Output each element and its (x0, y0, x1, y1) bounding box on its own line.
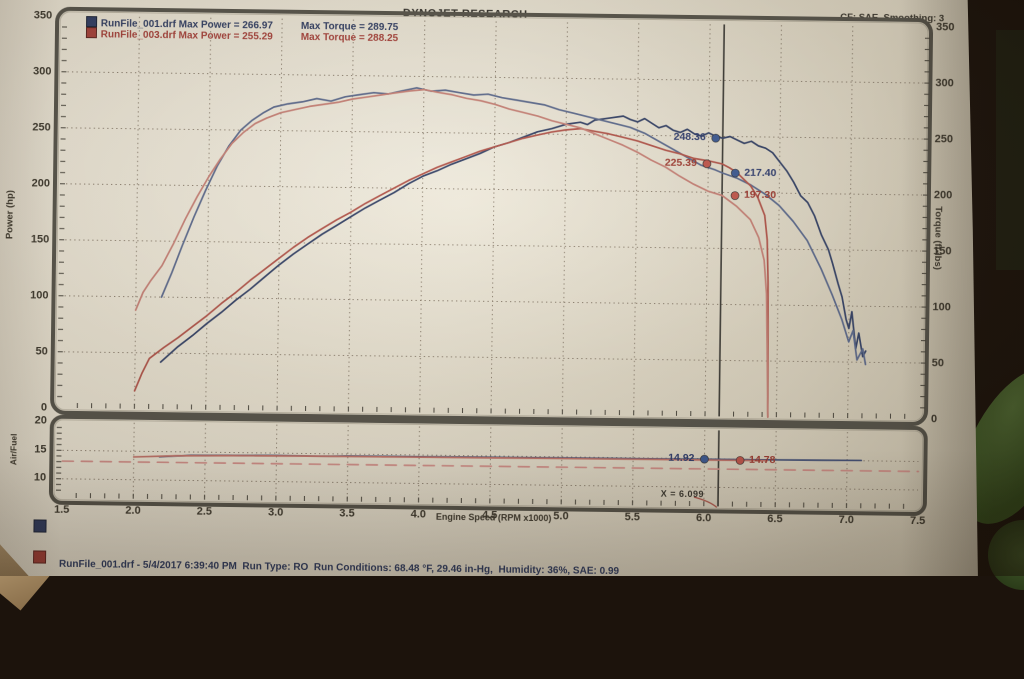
torque-axis-label: Torque (ft-lbs) (932, 206, 944, 270)
cursor-dot (731, 192, 739, 200)
cursor-value-label: 14.92 (648, 451, 694, 464)
axis-tick-label: 50 (932, 357, 966, 369)
axis-tick-label: 300 (19, 65, 51, 77)
axis-tick-label: 2.0 (118, 505, 148, 517)
legend-swatch-red (86, 27, 97, 38)
axis-tick-label: 350 (936, 21, 970, 33)
axis-tick-label: 2.5 (189, 505, 219, 517)
cursor-dot (736, 456, 744, 464)
cursor-dot (712, 134, 720, 142)
axis-tick-label: 6.0 (689, 512, 719, 524)
footer-swatch-blue (33, 519, 46, 532)
axis-tick-label: 3.0 (261, 506, 291, 518)
plant-leaf-small (979, 511, 1024, 599)
footer-run-1-results: Max Power = 266.97 Max Torque = 289.75 (58, 597, 618, 617)
axis-tick-label: 100 (932, 301, 966, 313)
axis-tick-label: 5.5 (617, 511, 647, 523)
axis-tick-label: 0 (931, 413, 965, 425)
axis-tick-label: 350 (20, 9, 52, 21)
axis-tick-label: 200 (18, 177, 50, 189)
axis-tick-label: 5.0 (546, 510, 576, 522)
axis-tick-label: 250 (19, 121, 51, 133)
axis-tick-label: 250 (935, 133, 969, 145)
footer-run-2: RunFile_003.drf - 5/4/2017 7:04:23 PM Ru… (36, 549, 620, 674)
dyno-chart-sheet: DYNOJET RESEARCH CF: SAE Smoothing: 3 Ru… (0, 0, 1024, 588)
cursor-value-label: 217.40 (744, 166, 776, 178)
axis-tick-label: 4.0 (403, 508, 433, 520)
airfuel-axis-label: Air/Fuel (8, 433, 18, 465)
axis-tick-label: 20 (19, 414, 47, 426)
axis-tick-label: 200 (934, 189, 968, 201)
footer-run-1: RunFile_001.drf - 5/4/2017 6:39:40 PM Ru… (36, 518, 620, 643)
cursor-line (719, 24, 724, 416)
axis-tick-label: 150 (933, 245, 967, 257)
legend-file-2: RunFile_003.drf (101, 29, 176, 41)
axis-tick-label: 4.5 (475, 509, 505, 521)
axis-tick-label: 1.5 (47, 504, 77, 516)
axis-tick-label: 50 (16, 345, 48, 357)
axis-tick-label: 7.0 (831, 514, 861, 526)
footer-run-2-conditions: RunFile_003.drf - 5/4/2017 7:04:23 PM Ru… (59, 589, 619, 609)
cursor-value-label: 248.36 (660, 130, 706, 143)
axis-tick-label: 0 (15, 401, 47, 413)
cursor-value-label: 197.30 (744, 189, 776, 201)
legend-power-2: Max Power = 255.29 (178, 30, 272, 42)
axis-tick-label: 6.5 (760, 513, 790, 525)
photo-stage: DYNOJET RESEARCH CF: SAE Smoothing: 3 Ru… (0, 0, 1024, 576)
power-axis-label: Power (hp) (4, 190, 16, 239)
cursor-dot (703, 160, 711, 168)
legend-torque-2: Max Torque = 288.25 (301, 32, 398, 44)
axis-tick-label: 10 (18, 471, 46, 483)
footer-run-2-results: Max Power = 255.29 Max Torque = 288.25 (58, 628, 618, 648)
curve-main-0 (161, 110, 869, 371)
dyno-printout-paper: DYNOJET RESEARCH CF: SAE Smoothing: 3 Ru… (0, 0, 1024, 576)
axis-tick-label: 300 (935, 77, 969, 89)
cursor-value-label: 225.39 (651, 156, 697, 169)
axis-tick-label: 100 (16, 289, 48, 301)
cursor-value-label: 14.78 (749, 454, 775, 466)
dyno-chart-canvas (0, 0, 1024, 588)
axis-tick-label: 150 (17, 233, 49, 245)
cursor-dot (700, 455, 708, 463)
plant-shadow (996, 30, 1024, 270)
cursor-readout: X = 6.099 (626, 488, 704, 499)
curve-af-2 (62, 460, 918, 472)
footer-swatch-red (33, 550, 46, 563)
cursor-dot (731, 169, 739, 177)
axis-tick-label: 3.5 (332, 507, 362, 519)
curve-main-1 (161, 85, 869, 365)
axis-tick-label: 7.5 (903, 515, 933, 527)
axis-tick-label: 15 (18, 443, 46, 455)
